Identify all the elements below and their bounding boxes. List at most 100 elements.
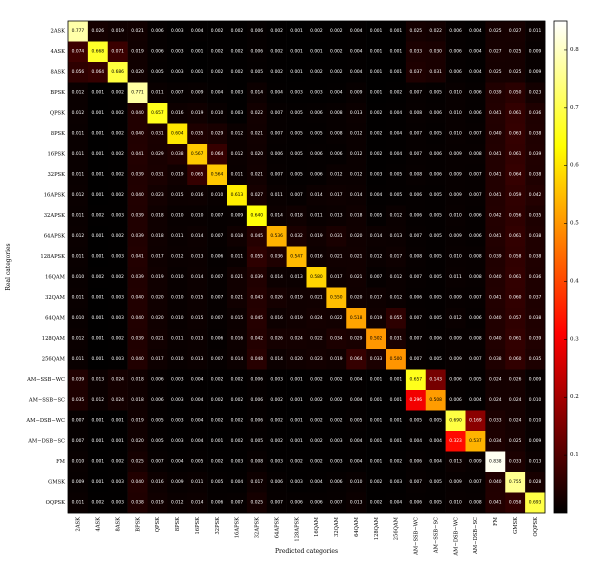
heatmap-cell <box>525 451 546 473</box>
cell-value-label: 0.003 <box>370 171 383 177</box>
heatmap-cell <box>445 267 466 288</box>
cell-value-label: 0.002 <box>211 376 224 382</box>
cell-value-label: 0.039 <box>251 274 264 280</box>
heatmap-cell <box>405 82 427 104</box>
cell-value-label: 0.013 <box>330 212 343 218</box>
cell-value-label: 0.771 <box>131 89 144 95</box>
heatmap-cell <box>147 369 168 391</box>
heatmap-cell <box>127 144 148 165</box>
heatmap-cell <box>405 226 427 247</box>
cell-value-label: 0.011 <box>72 130 85 136</box>
cell-value-label: 0.005 <box>429 130 442 136</box>
heatmap-cell <box>346 226 367 247</box>
cell-value-label: 0.014 <box>310 192 323 198</box>
cell-value-label: 0.690 <box>449 417 462 423</box>
cell-value-label: 0.006 <box>330 151 343 157</box>
cell-value-label: 0.004 <box>370 192 383 198</box>
cell-value-label: 0.011 <box>72 356 85 362</box>
cell-value-label: 0.013 <box>529 458 542 464</box>
heatmap-cell <box>346 472 367 493</box>
heatmap-cell <box>68 328 89 350</box>
heatmap-cell <box>366 164 387 186</box>
heatmap-cell <box>266 164 287 186</box>
cell-value-label: 0.014 <box>251 89 264 95</box>
heatmap-cell <box>87 123 109 145</box>
cell-value-label: 0.002 <box>370 479 383 485</box>
heatmap-cell <box>107 451 128 473</box>
cell-value-label: 0.017 <box>151 356 164 362</box>
cell-value-label: 0.006 <box>469 212 482 218</box>
cell-value-label: 0.002 <box>330 376 343 382</box>
heatmap-cell <box>326 82 347 104</box>
cell-value-label: 0.640 <box>251 212 264 218</box>
heatmap-cell <box>306 369 327 391</box>
heatmap-cell <box>266 103 287 124</box>
cell-value-label: 0.010 <box>449 110 462 116</box>
heatmap-cell <box>87 103 109 124</box>
heatmap-cell <box>68 226 89 247</box>
heatmap-cell <box>326 349 347 370</box>
heatmap-cell <box>107 144 128 165</box>
x-tick-label: 32APSK <box>255 517 261 538</box>
heatmap-cell <box>107 287 128 309</box>
y-tick-label: 8ASK <box>51 69 66 75</box>
heatmap-cell <box>445 390 466 411</box>
cell-value-label: 0.005 <box>310 130 323 136</box>
heatmap-cell <box>326 41 347 63</box>
cell-value-label: 0.323 <box>449 438 462 444</box>
heatmap-cell <box>107 41 128 63</box>
x-axis-title: Predicted categories <box>275 548 338 555</box>
cell-value-label: 0.041 <box>131 151 144 157</box>
heatmap-cell <box>405 308 427 329</box>
cell-value-label: 0.010 <box>529 397 542 403</box>
heatmap-cell <box>525 103 546 124</box>
cell-value-label: 0.045 <box>251 233 264 239</box>
cell-value-label: 0.058 <box>509 253 522 259</box>
cell-value-label: 0.031 <box>390 335 403 341</box>
heatmap-cell <box>445 144 466 165</box>
heatmap-cell <box>207 369 228 391</box>
cell-value-label: 0.009 <box>191 89 204 95</box>
cell-value-label: 0.040 <box>489 130 502 136</box>
cell-value-label: 0.038 <box>529 253 542 259</box>
cell-value-label: 0.006 <box>151 28 164 34</box>
cell-value-label: 0.004 <box>350 397 363 403</box>
heatmap-cell <box>246 267 268 288</box>
heatmap-cell <box>525 62 546 83</box>
heatmap-cell <box>87 226 109 247</box>
cell-value-label: 0.003 <box>290 479 303 485</box>
cell-value-label: 0.058 <box>509 499 522 505</box>
cell-value-label: 0.010 <box>72 315 85 321</box>
heatmap-cell <box>386 205 407 227</box>
cell-value-label: 0.039 <box>131 171 144 177</box>
cell-value-label: 0.002 <box>270 28 283 34</box>
cell-value-label: 0.006 <box>410 458 423 464</box>
cell-value-label: 0.010 <box>72 274 85 280</box>
heatmap-cell <box>246 431 268 452</box>
heatmap-cell <box>366 390 387 411</box>
cell-value-label: 0.005 <box>429 356 442 362</box>
heatmap-cell <box>87 349 109 370</box>
heatmap-cell <box>326 410 347 432</box>
heatmap-cell <box>366 103 387 124</box>
heatmap-cell <box>366 226 387 247</box>
heatmap-cell <box>227 472 248 493</box>
cell-value-label: 0.017 <box>151 253 164 259</box>
cell-value-label: 0.011 <box>72 212 85 218</box>
heatmap-cell <box>306 267 327 288</box>
heatmap-cell <box>147 267 168 288</box>
cell-value-label: 0.005 <box>429 253 442 259</box>
colorbar-tick-label: 0.3 <box>570 336 579 342</box>
heatmap-cell <box>306 492 327 514</box>
cell-value-label: 0.006 <box>410 499 423 505</box>
heatmap-cell <box>465 308 486 329</box>
cell-value-label: 0.001 <box>370 69 383 75</box>
heatmap-cell <box>68 21 89 42</box>
cell-value-label: 0.001 <box>390 48 403 54</box>
heatmap-cell <box>326 287 347 309</box>
heatmap-cell <box>445 328 466 350</box>
heatmap-cell <box>68 123 89 145</box>
heatmap-cell <box>505 410 526 432</box>
heatmap-cells: 0.777 0.026 0.019 0.021 0.006 0.003 0.004 0.002… <box>68 21 546 514</box>
heatmap-cell <box>326 185 347 206</box>
